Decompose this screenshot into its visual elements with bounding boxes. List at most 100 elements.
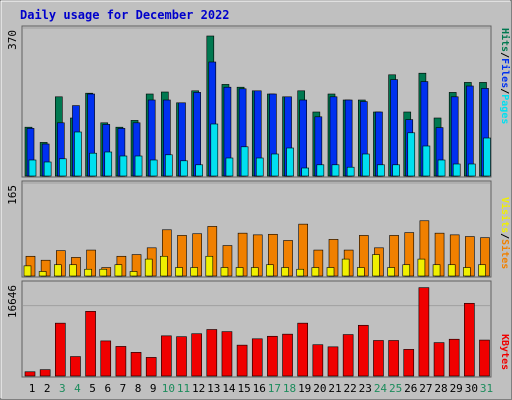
x-tick-label: 25 [389,382,402,395]
bar-pages [119,155,128,177]
bar-visits [478,264,486,277]
bar-visits [432,264,441,277]
bar-pages [195,164,203,177]
bar-visits [341,258,350,277]
bar-files [193,92,201,177]
x-tick-label: 17 [268,382,281,395]
bar-pages [316,164,325,177]
x-tick-label: 28 [434,382,447,395]
bar-kbytes [70,356,81,377]
x-tick-label: 19 [298,382,311,395]
bar-visits [417,258,426,277]
legend-entry: Sites [499,239,511,269]
bar-kbytes [85,311,96,377]
bar-pages [210,123,219,177]
x-tick-label: 2 [44,382,51,395]
bar-visits [402,264,411,277]
bar-visits [356,267,365,277]
bar-visits [296,268,305,277]
bar-pages [74,131,82,177]
bar-pages [468,163,476,177]
bar-pages [180,160,188,177]
bar-kbytes [373,340,384,377]
bar-visits [23,265,32,277]
bar-kbytes [145,357,157,377]
x-tick-label: 6 [104,382,111,395]
bar-visits [69,264,77,277]
bar-pages [89,152,97,177]
x-tick-label: 30 [465,382,478,395]
legend-entry: Files [499,58,511,88]
bar-visits [175,267,183,277]
panel-kbytes: 16646 KBytes [6,285,510,377]
bar-visits [326,267,335,277]
x-tick-label: 29 [450,382,463,395]
legend-entry: / [499,52,510,58]
legend-visits-sites: Visits/Sites [499,197,511,269]
x-tick-label: 4 [74,382,81,395]
bar-pages [377,164,385,177]
bar-pages [43,161,52,177]
x-tick-label: 8 [135,382,142,395]
legend-hits-files-pages: Hits/Files/Pages [499,28,511,124]
x-tick-label: 14 [222,382,236,395]
bar-pages [301,167,310,177]
bar-pages [134,155,143,177]
panel-hits-files-pages: 370 Hits/Files/Pages [6,27,511,177]
bar-visits [129,271,138,277]
y-max-label: 370 [6,30,19,50]
y-max-label: 16646 [6,285,19,318]
bar-visits [266,264,274,277]
x-tick-label: 11 [177,382,190,395]
bar-pages [225,157,234,177]
bar-kbytes [130,352,142,377]
x-tick-label: 7 [120,382,127,395]
bar-visits [311,267,320,277]
bar-visits [160,255,168,277]
bar-pages [437,159,446,177]
bar-kbytes [54,322,66,377]
bar-pages [422,145,431,177]
bar-pages [286,147,294,177]
x-tick-label: 26 [404,382,417,395]
bar-pages [165,154,173,177]
chart-title: Daily usage for December 2022 [20,8,230,22]
bar-kbytes [115,346,127,377]
x-tick-label: 15 [237,382,250,395]
bar-files [299,99,308,177]
bar-kbytes [479,339,490,377]
bar-visits [38,271,47,277]
x-axis: 1 2 3 4 5 6 7 8 9 10 11 12 13 14 15 16 17 18 19 20 21 22 23 24 2… [29,382,493,395]
bar-files [329,96,338,177]
bar-kbytes [418,287,430,377]
bar-visits [205,255,214,277]
x-tick-label: 23 [359,382,372,395]
bar-kbytes [312,344,324,377]
bar-visits [220,267,229,277]
bar-visits [372,254,380,277]
bar-kbytes [342,334,354,377]
bar-pages [361,153,370,177]
bar-kbytes [388,340,399,377]
bar-pages [346,166,355,177]
bar-visits [250,267,259,277]
legend-entry: Visits [499,197,511,233]
bar-kbytes [176,336,187,377]
legend-entry: / [499,88,510,94]
bar-visits [114,264,123,277]
x-tick-label: 1 [29,382,36,395]
x-tick-label: 21 [328,382,341,395]
bar-kbytes [100,340,112,377]
bar-pages [104,151,113,177]
bar-kbytes [357,324,369,377]
bar-visits [463,267,471,277]
bar-pages [240,146,249,177]
x-tick-label: 3 [59,382,66,395]
bar-pages [149,159,158,177]
bar-pages [28,159,37,177]
x-tick-label: 20 [313,382,326,395]
bar-kbytes [267,335,278,377]
x-tick-label: 10 [162,382,175,395]
bar-pages [58,158,67,177]
